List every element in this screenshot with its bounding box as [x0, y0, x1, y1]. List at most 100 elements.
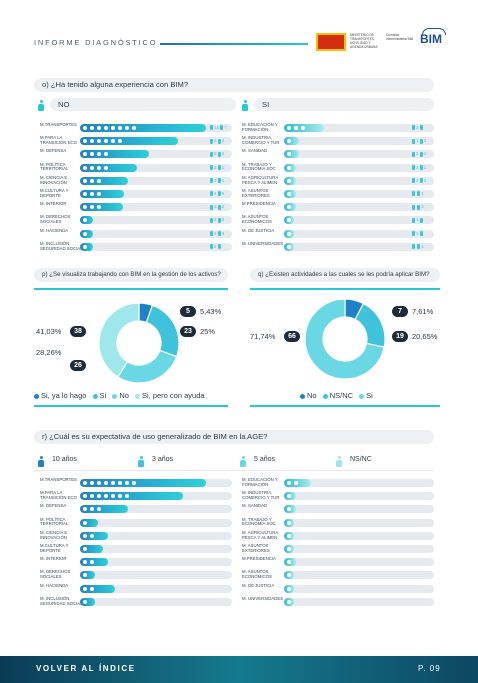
bar-count-a: 1 [416, 138, 419, 144]
ministry-label: M. HACIENDA [40, 227, 69, 233]
ministry-label: M. ASUNTOS EXTERIORES [242, 188, 270, 198]
ministry-label: M. AGRICULTURA PESCA Y ALIMEN [242, 174, 278, 185]
bar-count-a: 5 [214, 151, 217, 157]
bar-dot [83, 547, 87, 551]
bar-count-a: 1 [416, 230, 419, 236]
bar-fill [80, 242, 93, 251]
bar-count: 2 [210, 244, 222, 250]
bar-track [284, 150, 434, 159]
bar-track [284, 242, 434, 251]
bar-fill [80, 229, 93, 238]
ministry-label: M. INCLUSIÓN, SEGURIDAD SOCIAL [40, 595, 83, 606]
bar-track [80, 137, 232, 146]
ministry-label: M. UNIVERSIDADES [242, 595, 284, 601]
bar-count: 1 [412, 217, 424, 223]
bar-dot [118, 139, 122, 144]
bar-dot [90, 139, 94, 144]
bar-track [80, 558, 232, 567]
bar-track [284, 137, 434, 146]
bar-dot [294, 126, 298, 130]
ministry-label: M. CIENCIA E INNOVACIÓN [40, 174, 68, 185]
bar-track [80, 505, 232, 514]
bar-dot [104, 126, 108, 130]
bar-fill [80, 203, 123, 212]
bar-track [80, 150, 232, 159]
legend-item: No [307, 391, 317, 400]
bar-fill [80, 216, 93, 225]
bar-track [284, 571, 434, 580]
bar-dot [294, 481, 298, 485]
pill-p-b: 23 [180, 326, 196, 337]
slice-si [304, 298, 385, 380]
bar-fill [284, 584, 294, 593]
bar-dot [104, 165, 108, 170]
bar-count: 1 1 [412, 138, 426, 144]
bar-track [80, 176, 232, 185]
bar-count: 15 7 [210, 125, 227, 131]
bar-count-a: 3 [214, 177, 217, 183]
bar-count-a: 2 [214, 217, 217, 223]
bar-count: 2 1 [412, 151, 426, 157]
bar-track [80, 571, 232, 580]
commission-logo-text: Comisión Interministerial BIM [386, 33, 414, 41]
legend-dot [92, 393, 98, 399]
ministry-label: M. ASUNTOS EXTERIORES [242, 543, 270, 553]
bar-dot [83, 231, 87, 236]
bar-dot [83, 178, 87, 183]
bar-track [284, 531, 434, 540]
bar-dot [287, 231, 291, 236]
bar-dot [90, 192, 94, 196]
ministry-label: M. INDUSTRIA, COMERCIO Y TUR [242, 135, 280, 145]
legend-dot [322, 393, 328, 399]
bar-count: 2 [412, 204, 424, 210]
bar-dot [132, 481, 136, 485]
person-icon [240, 454, 246, 472]
bar-fill [284, 216, 294, 225]
bar-track [284, 558, 434, 567]
bar-track [80, 203, 232, 212]
ministry-label: M.TRANSPORTES [40, 477, 77, 482]
bar-count: 3 4 [210, 138, 225, 144]
bar-dot [83, 218, 87, 223]
ministry-label: M. INCLUSIÓN, SEGURIDAD SOCIAL [40, 240, 83, 251]
bar-track [80, 492, 232, 501]
bar-count-b: 1 [421, 243, 424, 249]
bim-logo: BIM [420, 28, 446, 46]
slice-no [117, 349, 178, 384]
report-title: INFORME DIAGNÓSTICO [34, 38, 158, 47]
bar-count: 4 5 [210, 191, 225, 197]
ministry-label: M. SANIDAD [242, 503, 268, 509]
bar-dot [287, 205, 291, 210]
bar-fill [80, 124, 206, 132]
option-nsnc: NS/NC [350, 456, 372, 463]
back-to-index-link[interactable]: VOLVER AL ÍNDICE [36, 664, 136, 673]
bar-track [284, 124, 434, 132]
bar-count-b: 5 [221, 191, 225, 196]
ministry-logo-text: MINISTERIO DE TRANSPORTES, MOVILIDAD Y A… [350, 33, 378, 49]
bar-count-a: 4 [214, 191, 217, 196]
bar-count-b: 4 [221, 138, 225, 144]
ministry-label: M. EDUCACIÓN Y FORMACIÓN [242, 477, 278, 487]
section-divider [250, 405, 440, 407]
bar-fill [80, 479, 206, 487]
bar-dot [125, 481, 129, 485]
ministry-label: M. UNIVERSIDADES [242, 240, 284, 246]
ministry-label: M. POLÍTICA TERRITORIAL [40, 161, 69, 172]
bar-count: 1 [412, 243, 424, 250]
label-q-a: 7,61% [412, 307, 434, 316]
bar-track [284, 190, 434, 198]
bar-dot [301, 126, 305, 130]
bar-count: 2 3 [210, 217, 224, 223]
ministry-label: M. AGRICULTURA PESCA Y ALIMEN [242, 529, 278, 540]
bar-fill [284, 518, 294, 527]
legend-item: Si, ya lo hago [41, 391, 87, 400]
bar-dot [90, 533, 94, 538]
bar-dot [83, 205, 87, 210]
bar-track [80, 216, 232, 225]
bar-dot [83, 573, 87, 578]
bar-count-b: 2 [421, 204, 424, 210]
bar-dot [132, 126, 136, 130]
label-p-c: 28,26% [36, 348, 62, 357]
bar-count-a: 3 [214, 138, 217, 144]
bar-track [284, 203, 434, 212]
